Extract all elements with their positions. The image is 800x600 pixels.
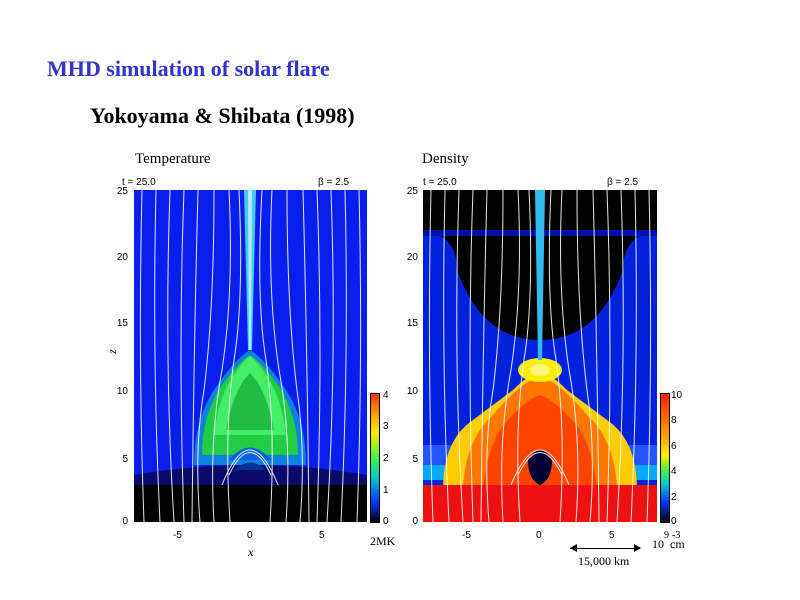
z-tick-25-right: 25 (406, 186, 418, 197)
scale-bar (570, 548, 640, 549)
temperature-colorbar-tick-4: 4 (383, 390, 389, 401)
slide-subtitle: Yokoyama & Shibata (1998) (90, 103, 355, 128)
x-tick-5-right: 5 (609, 530, 615, 541)
x-tick-0-right: 0 (536, 530, 542, 541)
density-colorbar-tick-6: 6 (671, 441, 677, 452)
scale-bar-label: 15,000 km (578, 554, 630, 568)
z-tick-15-left: 15 (116, 318, 128, 329)
x-tick-0-left: 0 (247, 530, 253, 541)
density-unit-tail: cm (670, 537, 685, 551)
slide-title: MHD simulation of solar flare (47, 56, 330, 81)
temperature-map (134, 190, 367, 522)
temperature-colorbar-tick-1: 1 (383, 485, 389, 496)
temperature-beta-label: β = 2.5 (318, 177, 350, 188)
z-tick-20-right: 20 (406, 252, 418, 263)
density-colorbar (660, 393, 670, 523)
x-tick-neg5-right: -5 (462, 530, 471, 541)
z-tick-10-right: 10 (406, 386, 418, 397)
temperature-colorbar-tick-0: 0 (383, 516, 389, 527)
temperature-colorbar-unit: 2MK (370, 534, 396, 548)
density-colorbar-tick-0: 0 (671, 516, 677, 527)
z-tick-20-left: 20 (116, 252, 128, 263)
density-colorbar-tick-4: 4 (671, 466, 677, 477)
x-axis-label: x (248, 545, 254, 559)
z-tick-10-left: 10 (116, 386, 128, 397)
z-axis-label: z (104, 349, 119, 354)
density-panel-title: Density (422, 151, 469, 167)
density-colorbar-tick-8: 8 (671, 415, 677, 426)
z-tick-5-right: 5 (412, 454, 418, 465)
density-unit-main: 10 (652, 537, 664, 551)
temperature-panel-title: Temperature (135, 151, 211, 167)
density-unit-exp2: -3 (672, 530, 681, 541)
density-beta-label: β = 2.5 (607, 177, 639, 188)
temperature-colorbar-tick-3: 3 (383, 421, 389, 432)
density-map (423, 190, 657, 522)
z-tick-0-left: 0 (122, 516, 128, 527)
z-tick-25-left: 25 (116, 186, 128, 197)
scale-bar-left-arrow (570, 544, 577, 552)
temperature-colorbar-tick-2: 2 (383, 453, 389, 464)
scale-bar-right-arrow (634, 544, 641, 552)
density-colorbar-tick-10: 10 (671, 390, 683, 401)
x-tick-5-left: 5 (319, 530, 325, 541)
density-heatmap-svg (423, 190, 657, 522)
z-tick-15-right: 15 (406, 318, 418, 329)
density-time-label: t = 25.0 (423, 177, 457, 188)
z-tick-0-right: 0 (412, 516, 418, 527)
density-unit-exp: 9 (664, 530, 669, 541)
temperature-time-label: t = 25.0 (122, 177, 156, 188)
density-colorbar-tick-2: 2 (671, 492, 677, 503)
temperature-colorbar (370, 393, 380, 523)
x-tick-neg5-left: -5 (173, 530, 182, 541)
temperature-heatmap-svg (134, 190, 367, 522)
z-tick-5-left: 5 (122, 454, 128, 465)
